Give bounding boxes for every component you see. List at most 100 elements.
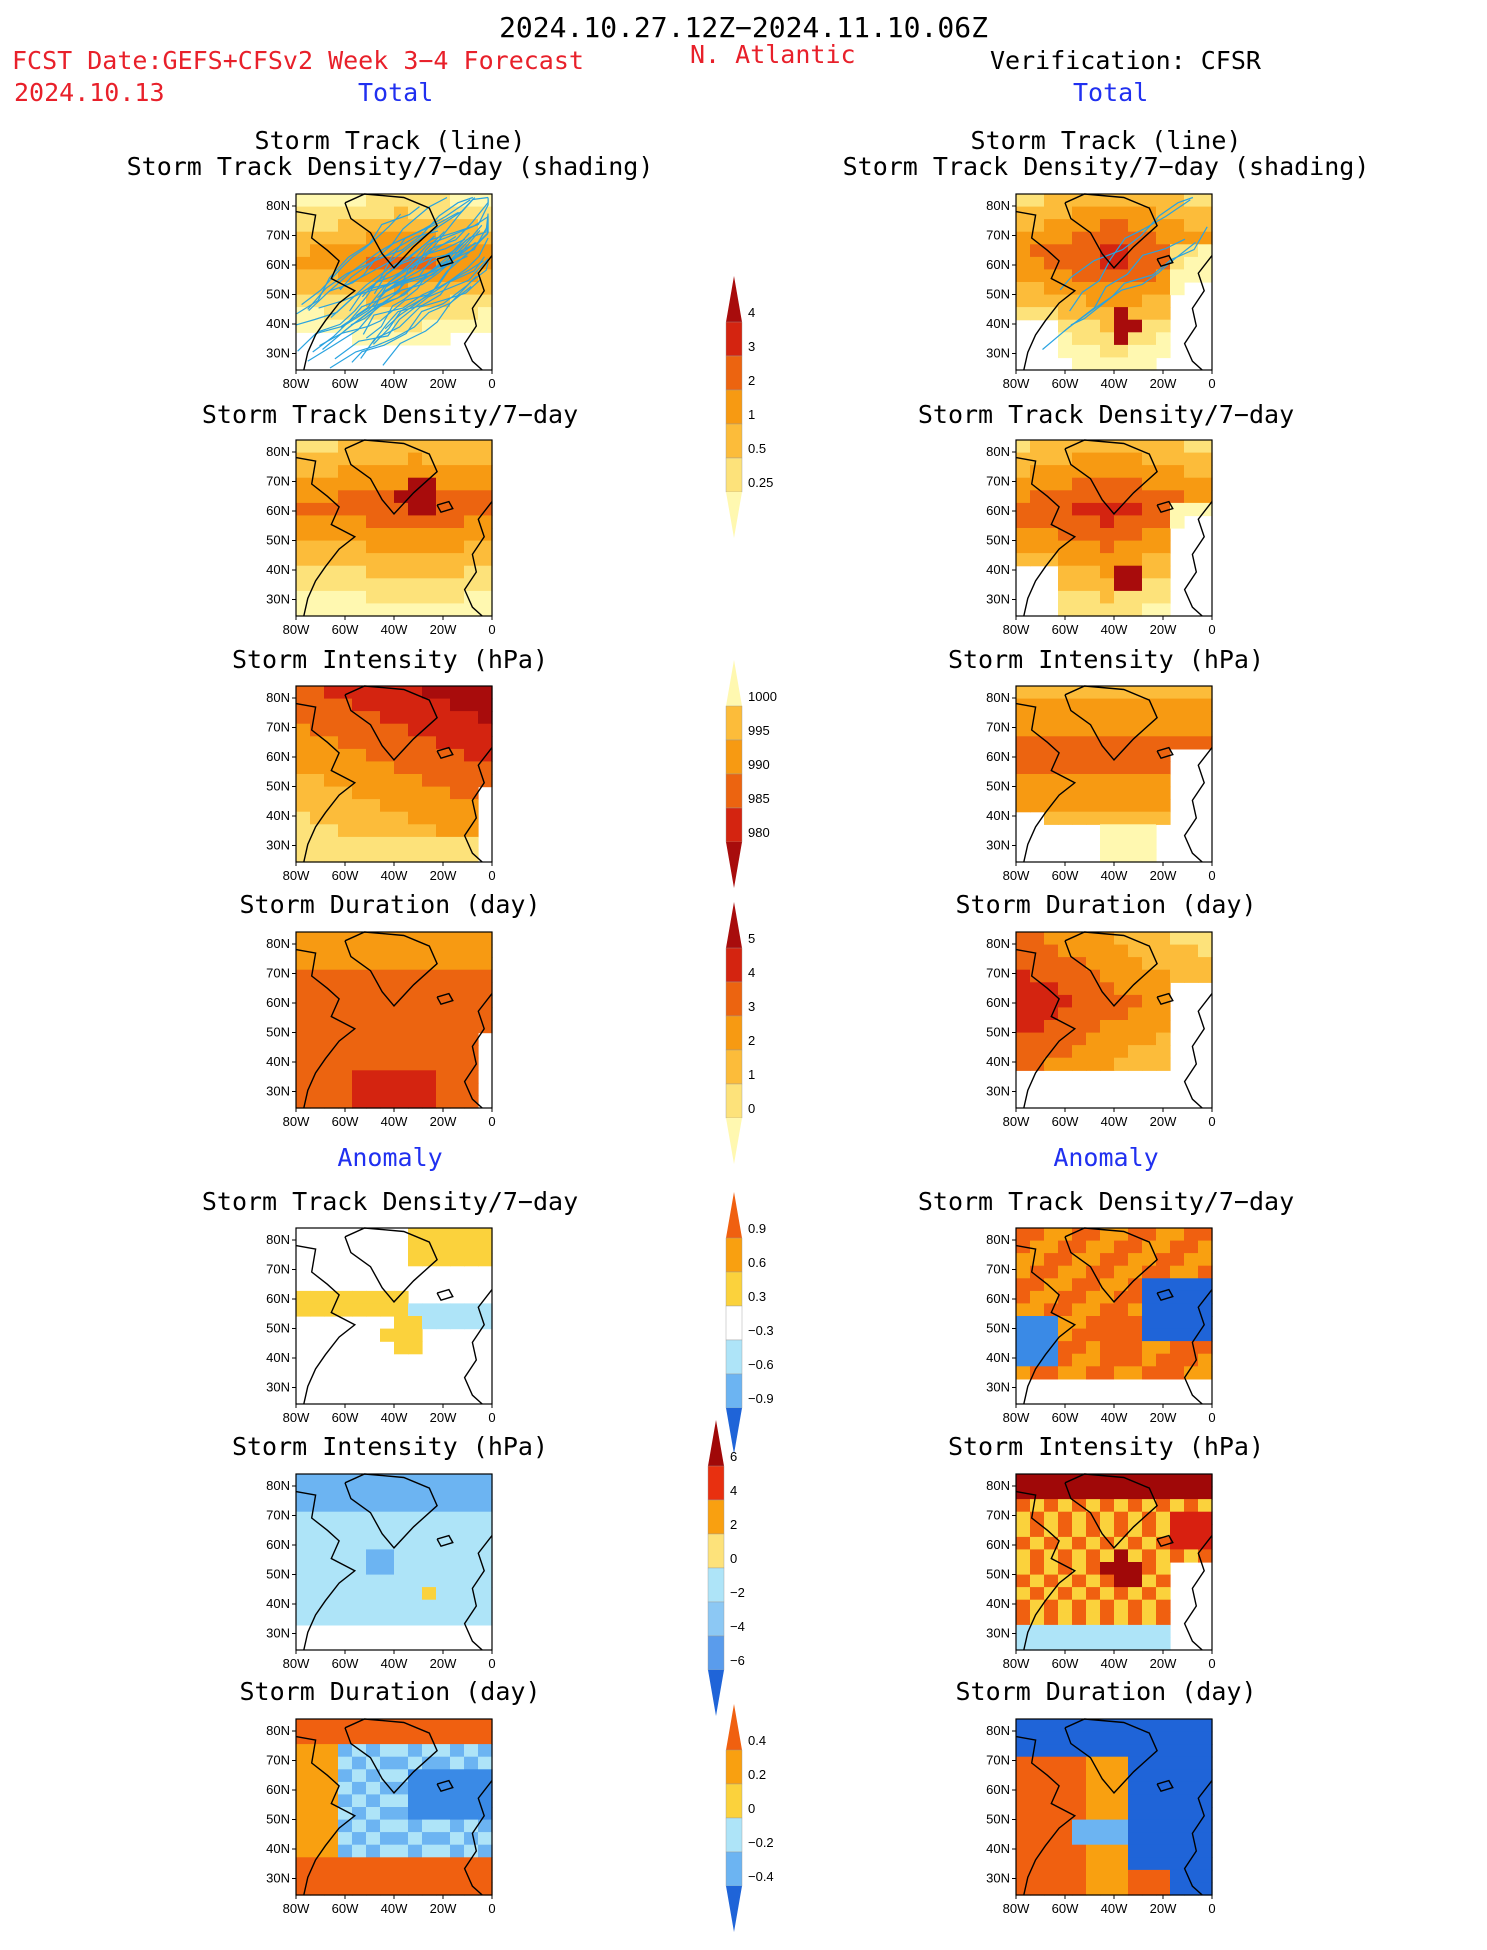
- shading-cell: [1170, 1511, 1185, 1525]
- shading-cell: [1072, 1832, 1087, 1846]
- shading-cell: [1072, 590, 1087, 605]
- shading-cell: [1128, 1599, 1143, 1613]
- shading-cell: [1114, 1624, 1129, 1639]
- shading-cell: [1016, 711, 1031, 725]
- shading-cell: [1072, 736, 1087, 750]
- shading-cell: [464, 1499, 479, 1513]
- shading-cell: [394, 1844, 409, 1858]
- shading-cell: [422, 528, 437, 542]
- lat-label: 50N: [266, 1321, 290, 1336]
- shading-cell: [1128, 344, 1143, 359]
- shading-cell: [464, 1253, 479, 1267]
- shading-cell: [1030, 711, 1045, 725]
- shading-cell: [310, 1007, 325, 1021]
- lon-label: 80W: [283, 376, 310, 391]
- shading-cell: [1086, 332, 1101, 346]
- shading-cell: [436, 1082, 451, 1097]
- shading-cell: [366, 553, 381, 567]
- colorbar-segment: [725, 389, 743, 425]
- shading-cell: [380, 1769, 395, 1783]
- colorbar-label: 4: [748, 305, 755, 320]
- shading-cell: [478, 1499, 493, 1513]
- shading-cell: [310, 1095, 325, 1109]
- shading-cell: [450, 553, 465, 567]
- storm-track: [372, 237, 489, 345]
- shading-cell: [1114, 824, 1129, 838]
- shading-cell: [478, 282, 493, 296]
- shading-cell: [450, 1612, 465, 1626]
- shading-cell: [450, 711, 465, 725]
- shading-cell: [1142, 1832, 1157, 1846]
- shading-cell: [1072, 698, 1087, 712]
- shading-cell: [1184, 452, 1199, 466]
- storm-track: [312, 257, 432, 353]
- shading-cell: [1086, 565, 1101, 579]
- shading-cell: [380, 1007, 395, 1021]
- shading-cell: [1058, 307, 1073, 321]
- shading-cell: [436, 698, 451, 712]
- shading-cell: [1114, 219, 1129, 233]
- shading-cell: [436, 1819, 451, 1833]
- shading-cell: [324, 219, 339, 233]
- shading-cell: [1142, 1624, 1157, 1639]
- shading-cell: [408, 528, 423, 542]
- shading-cell: [1016, 686, 1031, 700]
- shading-field: [296, 1474, 493, 1626]
- storm-track: [361, 197, 476, 298]
- shading-cell: [310, 698, 325, 712]
- region-label: N. Atlantic: [690, 40, 856, 69]
- shading-cell: [436, 1536, 451, 1551]
- shading-cell: [1030, 502, 1045, 517]
- shading-cell: [408, 1486, 423, 1500]
- shading-cell: [464, 1612, 479, 1626]
- lat-label: 70N: [266, 720, 290, 735]
- shading-cell: [338, 799, 353, 813]
- colorbar-label: 2: [730, 1517, 737, 1532]
- shading-cell: [1156, 711, 1171, 725]
- shading-cell: [1016, 1562, 1031, 1576]
- shading-cell: [1128, 1562, 1143, 1576]
- shading-cell: [310, 502, 325, 517]
- colorbar-duration-anomaly-svg: 0.40.20−0.2−0.4: [725, 1704, 774, 1932]
- shading-cell: [310, 528, 325, 542]
- shading-cell: [310, 1070, 325, 1084]
- shading-cell: [1100, 1612, 1115, 1626]
- colorbar-segment: [725, 423, 743, 459]
- shading-cell: [1044, 1366, 1059, 1380]
- lat-label: 50N: [986, 1025, 1010, 1040]
- shading-cell: [310, 736, 325, 750]
- shading-cell: [1044, 1624, 1059, 1639]
- shading-cell: [436, 1032, 451, 1046]
- shading-cell: [408, 1587, 423, 1601]
- shading-cell: [324, 540, 339, 554]
- shading-cell: [296, 1587, 311, 1601]
- shading-cell: [1072, 1731, 1087, 1745]
- shading-cell: [338, 590, 353, 605]
- shading-cell: [338, 1882, 353, 1896]
- shading-cell: [394, 711, 409, 725]
- shading-cell: [1086, 528, 1101, 542]
- shading-cell: [296, 1045, 311, 1059]
- colorbar-density: 4 3 2 1 0.5 0.25: [718, 262, 798, 556]
- shading-cell: [478, 1511, 493, 1525]
- shading-cell: [352, 1549, 367, 1563]
- shading-cell: [1072, 1278, 1087, 1292]
- shading-cell: [338, 982, 353, 996]
- shading-cell: [296, 565, 311, 579]
- colorbar-segment: [707, 1567, 725, 1603]
- shading-cell: [394, 786, 409, 800]
- shading-cell: [1142, 932, 1157, 946]
- colorbar-segment: [707, 1635, 725, 1671]
- shading-cell: [1156, 1265, 1171, 1279]
- shading-cell: [366, 957, 381, 971]
- shading-cell: [1114, 1240, 1129, 1254]
- shading-cell: [422, 502, 437, 517]
- shading-cell: [338, 723, 353, 737]
- coastline: [436, 500, 454, 514]
- shading-cell: [366, 1844, 381, 1858]
- shading-cell: [394, 194, 409, 208]
- shading-cell: [436, 811, 451, 825]
- shading-cell: [436, 1857, 451, 1871]
